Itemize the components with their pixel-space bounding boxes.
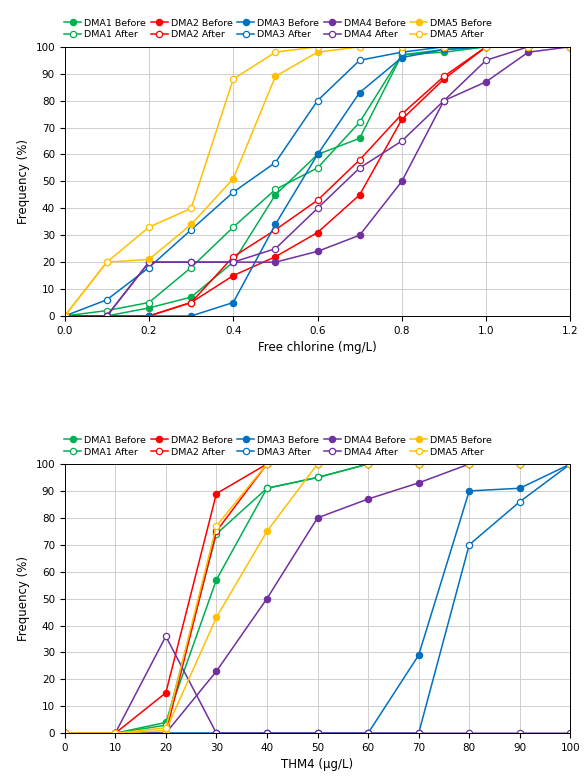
- Y-axis label: Frequency (%): Frequency (%): [17, 139, 30, 224]
- Legend: DMA1 Before, DMA1 After, DMA2 Before, DMA2 After, DMA3 Before, DMA3 After, DMA4 : DMA1 Before, DMA1 After, DMA2 Before, DM…: [64, 436, 492, 456]
- X-axis label: THM4 (μg/L): THM4 (μg/L): [282, 758, 353, 771]
- Y-axis label: Frequency (%): Frequency (%): [17, 556, 30, 641]
- X-axis label: Free chlorine (mg/L): Free chlorine (mg/L): [258, 342, 377, 354]
- Legend: DMA1 Before, DMA1 After, DMA2 Before, DMA2 After, DMA3 Before, DMA3 After, DMA4 : DMA1 Before, DMA1 After, DMA2 Before, DM…: [64, 19, 492, 39]
